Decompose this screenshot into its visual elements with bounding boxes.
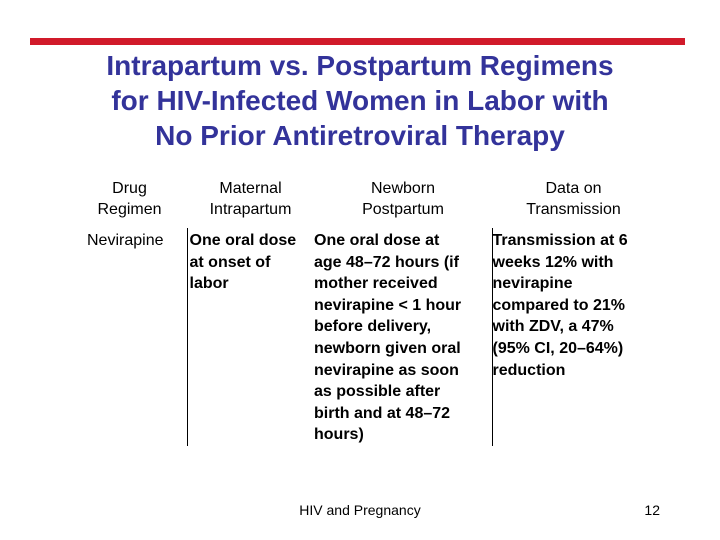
footer-title: HIV and Pregnancy	[299, 502, 421, 518]
cell-line: hours)	[314, 426, 364, 444]
cell-line: as possible after	[314, 383, 441, 401]
cell-line: (95% CI, 20–64%)	[492, 339, 624, 357]
header-drug-regimen: Drug Regimen	[72, 176, 187, 228]
header-line: Regimen	[97, 201, 162, 218]
header-line: Transmission	[526, 201, 621, 218]
header-line: Data on	[545, 180, 602, 197]
cell-line: nevirapine	[492, 275, 573, 293]
slide-title: Intrapartum vs. Postpartum Regimens for …	[40, 48, 680, 153]
cell-data-on-transmission: Transmission at 6 weeks 12% with nevirap…	[491, 228, 655, 446]
header-maternal-intrapartum: Maternal Intrapartum	[187, 176, 314, 228]
header-data-on-transmission: Data on Transmission	[492, 176, 655, 228]
header-line: Drug	[112, 180, 147, 197]
cell-line: Nevirapine	[87, 232, 164, 249]
title-accent-bar	[30, 38, 685, 45]
cell-line: with ZDV, a 47%	[492, 318, 614, 336]
header-line: Newborn	[370, 180, 436, 197]
header-newborn-postpartum: Newborn Postpartum	[314, 176, 492, 228]
table-row: Nevirapine One oral dose at onset of lab…	[72, 228, 655, 446]
cell-line: nevirapine < 1 hour	[314, 296, 462, 314]
cell-line: weeks 12% with	[492, 253, 614, 271]
cell-line: mother received	[314, 275, 438, 293]
cell-line: One oral dose at	[314, 232, 440, 249]
title-line: Intrapartum vs. Postpartum Regimens	[106, 50, 614, 81]
cell-maternal-intrapartum: One oral dose at onset of labor	[186, 228, 314, 446]
header-line: Intrapartum	[209, 201, 292, 218]
header-line: Maternal	[219, 180, 282, 197]
cell-line: reduction	[492, 361, 566, 379]
cell-line: at onset of	[189, 253, 271, 271]
cell-line: Transmission at 6	[492, 232, 628, 249]
cell-line: nevirapine as soon	[314, 361, 459, 379]
cell-line: age 48–72 hours (if	[314, 253, 459, 271]
cell-line: labor	[189, 275, 229, 293]
regimen-table: Drug Regimen Maternal Intrapartum Newbor…	[72, 176, 655, 446]
title-line: for HIV-Infected Women in Labor with	[111, 85, 609, 116]
cell-line: compared to 21%	[492, 296, 625, 314]
cell-drug-regimen: Nevirapine	[72, 228, 187, 446]
cell-line: before delivery,	[314, 318, 432, 336]
header-line: Postpartum	[362, 201, 444, 218]
cell-newborn-postpartum: One oral dose at age 48–72 hours (if mot…	[314, 228, 492, 446]
table-header-row: Drug Regimen Maternal Intrapartum Newbor…	[72, 176, 655, 228]
cell-line: newborn given oral	[314, 339, 461, 357]
page-number: 12	[644, 502, 660, 518]
cell-line: birth and at 48–72	[314, 404, 451, 422]
cell-line: One oral dose	[189, 232, 297, 249]
title-line: No Prior Antiretroviral Therapy	[155, 120, 565, 151]
